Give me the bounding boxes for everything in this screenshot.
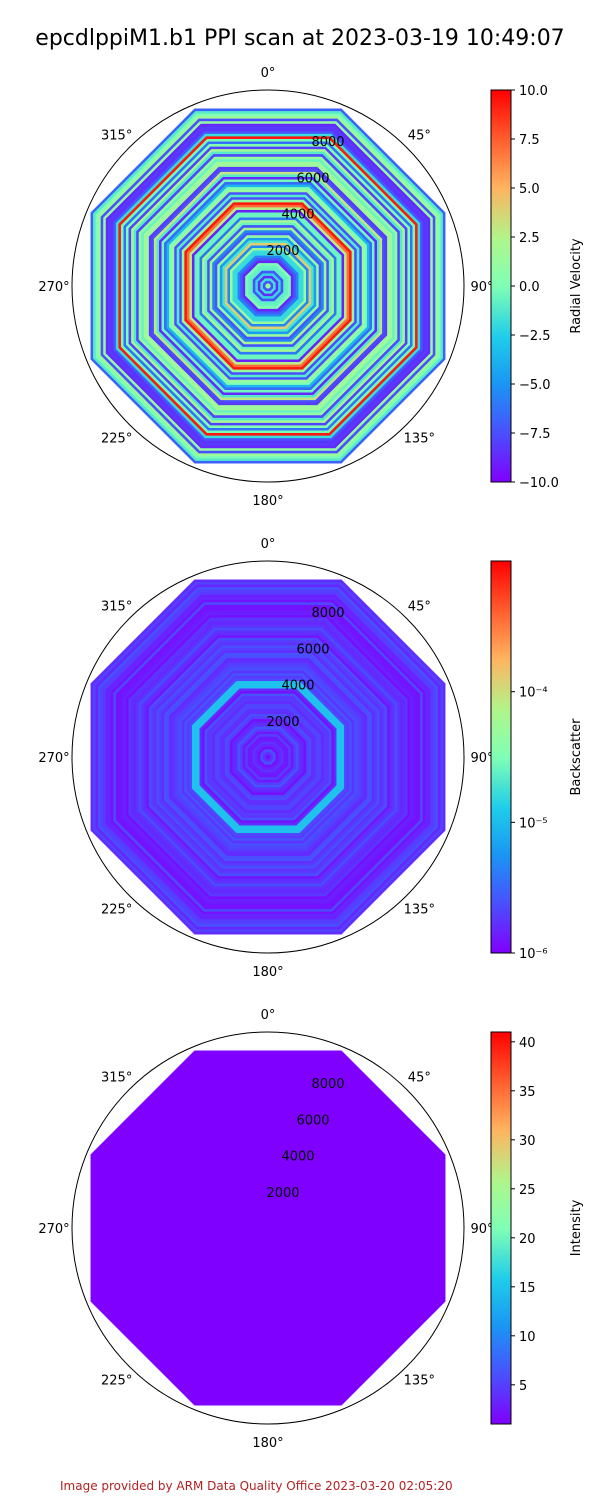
colorbar-tick-label: 40 <box>519 1036 536 1051</box>
theta-tick-label: 270° <box>38 280 69 295</box>
colorbar-tick-label: 10 <box>519 1330 536 1345</box>
theta-tick-label: 270° <box>38 751 69 766</box>
radial-tick-label: 2000 <box>266 715 299 730</box>
colorbar-tick-label: 30 <box>519 1134 536 1149</box>
polar-frame <box>71 1031 465 1425</box>
theta-tick-label: 45° <box>408 600 431 615</box>
theta-tick-label: 45° <box>408 129 431 144</box>
colorbar-tick-label: 10⁻⁴ <box>519 686 548 701</box>
ppi-fill <box>90 1050 446 1406</box>
colorbar <box>490 89 512 483</box>
footer-credit: Image provided by ARM Data Quality Offic… <box>60 1479 453 1493</box>
ppi-ring <box>265 754 271 760</box>
colorbar-tick-label: 20 <box>519 1232 536 1247</box>
colorbar-tick-label: −5.0 <box>519 378 551 393</box>
theta-tick-label: 180° <box>252 1436 283 1451</box>
theta-tick-label: 0° <box>261 66 276 81</box>
theta-tick-label: 180° <box>252 965 283 980</box>
theta-tick-label: 135° <box>404 902 435 917</box>
radial-tick-label: 4000 <box>281 1150 314 1165</box>
polar-frame <box>71 89 465 483</box>
theta-tick-label: 315° <box>101 129 132 144</box>
theta-tick-label: 315° <box>101 1071 132 1086</box>
colorbar-tick-label: 5 <box>519 1379 527 1394</box>
ppi-data <box>90 579 446 935</box>
radial-tick-label: 6000 <box>296 171 329 186</box>
theta-tick-label: 315° <box>101 600 132 615</box>
ppi-panel-2: 0° 45° 90° 135° 180° 225° 270° 315° 2000 4000 6000… <box>38 537 584 980</box>
colorbar-tick-label: −7.5 <box>519 427 551 442</box>
colorbar-tick-label: −2.5 <box>519 329 551 344</box>
radial-tick-label: 2000 <box>266 1186 299 1201</box>
theta-tick-label: 225° <box>101 1373 132 1388</box>
radial-tick-label: 4000 <box>281 208 314 223</box>
theta-tick-label: 135° <box>404 431 435 446</box>
colorbar-label: Backscatter <box>569 718 584 796</box>
colorbar-tick-label: 10⁻⁵ <box>519 816 548 831</box>
colorbar-tick-label: 5.0 <box>519 182 540 197</box>
colorbar-tick-label: 2.5 <box>519 231 540 246</box>
colorbar-tick-label: 0.0 <box>519 280 540 295</box>
theta-tick-label: 0° <box>261 537 276 552</box>
colorbar-tick-label: 25 <box>519 1183 536 1198</box>
theta-tick-label: 90° <box>470 280 493 295</box>
ppi-ring <box>265 283 271 289</box>
colorbar-label: Intensity <box>569 1199 584 1256</box>
colorbar-tick-label: 10.0 <box>519 84 548 99</box>
radial-tick-label: 8000 <box>311 1077 344 1092</box>
colorbar-label: Radial Velocity <box>569 238 584 334</box>
theta-tick-label: 45° <box>408 1071 431 1086</box>
theta-tick-label: 90° <box>470 1222 493 1237</box>
theta-tick-label: 270° <box>38 1222 69 1237</box>
radial-tick-label: 8000 <box>311 135 344 150</box>
ppi-panel-1: 0° 45° 90° 135° 180° 225° 270° 315° 2000 4000 6000… <box>38 66 584 509</box>
page-title: epcdlppiM1.b1 PPI scan at 2023-03-19 10:… <box>35 26 565 51</box>
theta-tick-label: 180° <box>252 494 283 509</box>
theta-tick-label: 135° <box>404 1373 435 1388</box>
theta-tick-label: 90° <box>470 751 493 766</box>
theta-tick-label: 0° <box>261 1008 276 1023</box>
ppi-panel-3: 0° 45° 90° 135° 180° 225° 270° 315° 2000 4000 6000… <box>38 1008 584 1451</box>
colorbar <box>490 1031 512 1425</box>
colorbar-tick-label: 35 <box>519 1085 536 1100</box>
radial-tick-label: 8000 <box>311 606 344 621</box>
radial-tick-label: 4000 <box>281 679 314 694</box>
colorbar-tick-label: 7.5 <box>519 133 540 148</box>
radial-tick-label: 6000 <box>296 642 329 657</box>
ppi-data <box>90 108 446 464</box>
theta-tick-label: 225° <box>101 431 132 446</box>
ppi-data <box>90 1050 446 1406</box>
radial-tick-label: 6000 <box>296 1113 329 1128</box>
colorbar <box>490 560 512 954</box>
colorbar-tick-label: 15 <box>519 1281 536 1296</box>
theta-tick-label: 225° <box>101 902 132 917</box>
colorbar-tick-label: −10.0 <box>519 476 559 491</box>
radial-tick-label: 2000 <box>266 244 299 259</box>
colorbar-tick-label: 10⁻⁶ <box>519 947 548 962</box>
polar-frame <box>71 560 465 954</box>
